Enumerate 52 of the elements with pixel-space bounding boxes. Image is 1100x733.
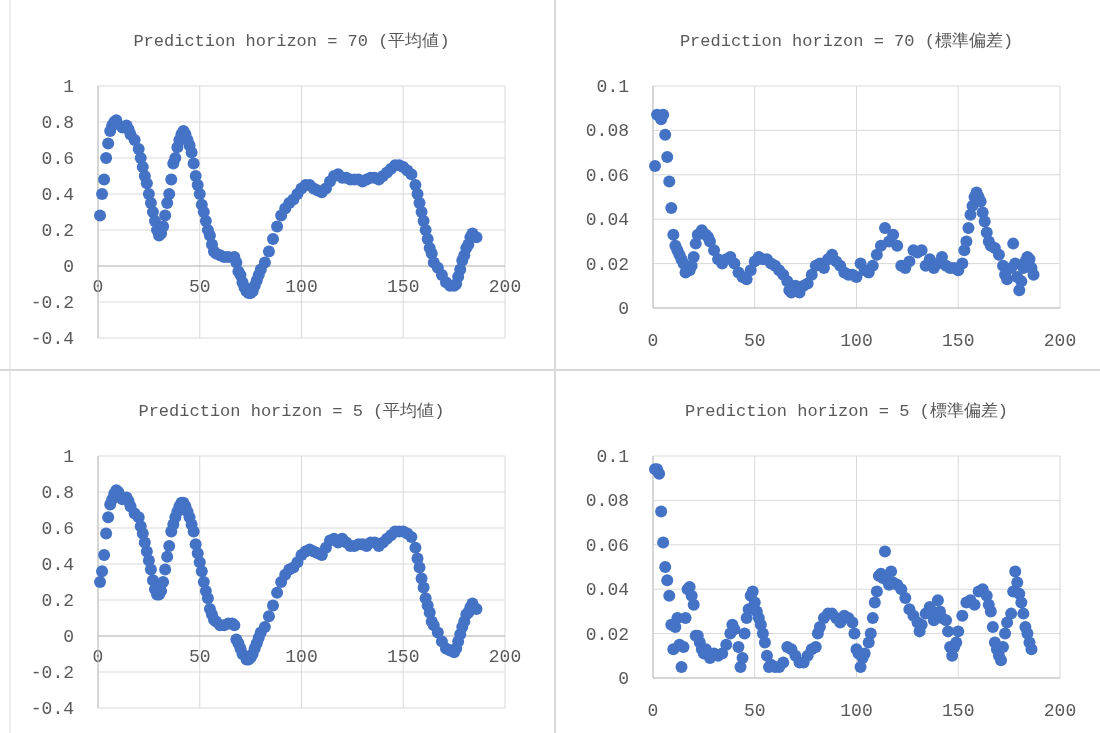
x-tick-label: 0: [647, 331, 659, 351]
y-tick-label: 0.08: [585, 121, 629, 142]
x-tick-label: 0: [92, 277, 104, 297]
x-tick-label: 0: [647, 701, 659, 721]
y-tick-label: 0: [618, 299, 629, 319]
y-tick-label: 0.04: [585, 210, 629, 231]
chart-title: Prediction horizon = 70 (標準偏差): [679, 32, 1014, 51]
y-tick-label: -0.2: [30, 663, 74, 683]
x-tick-label: 50: [188, 277, 211, 297]
y-tick-label: 1: [63, 77, 74, 97]
y-tick-label: 0.8: [41, 483, 74, 503]
x-tick-label: 50: [743, 701, 766, 721]
y-tick-label: 0: [63, 627, 74, 647]
x-tick-label: 200: [488, 647, 522, 667]
x-tick-label: 50: [188, 647, 211, 667]
y-tick-label: 0.1: [596, 77, 629, 97]
y-tick-label: 0.06: [585, 535, 629, 556]
x-tick-label: 100: [285, 277, 318, 297]
y-tick-label: -0.4: [30, 329, 74, 349]
x-tick-label: 50: [743, 331, 766, 351]
x-tick-label: 100: [840, 701, 873, 721]
chart-title: Prediction horizon = 5 (平均値): [138, 402, 445, 421]
x-tick-label: 150: [387, 277, 420, 297]
y-tick-label: 0.06: [585, 165, 629, 186]
y-tick-label: 0.6: [41, 149, 74, 169]
y-tick-label: 0.2: [41, 221, 74, 241]
y-tick-label: 0: [618, 669, 629, 689]
y-tick-label: 0.02: [585, 254, 629, 275]
y-tick-label: -0.2: [30, 293, 74, 313]
y-tick-label: 0.8: [41, 113, 74, 133]
y-tick-label: 0.02: [585, 624, 629, 645]
y-tick-label: 0.08: [585, 491, 629, 512]
y-tick-label: 0.1: [596, 447, 629, 467]
x-tick-label: 200: [1043, 701, 1077, 721]
chart-title: Prediction horizon = 70 (平均値): [133, 32, 450, 51]
y-tick-label: -0.4: [30, 699, 74, 719]
x-tick-label: 200: [1043, 331, 1077, 351]
y-tick-label: 0: [63, 257, 74, 277]
y-tick-label: 0.4: [41, 185, 74, 205]
chart-title: Prediction horizon = 5 (標準偏差): [684, 402, 1009, 421]
y-tick-label: 0.04: [585, 580, 629, 601]
x-tick-label: 150: [942, 331, 975, 351]
x-tick-label: 150: [942, 701, 975, 721]
y-tick-label: 0.4: [41, 555, 74, 575]
y-tick-label: 0.2: [41, 591, 74, 611]
x-tick-label: 100: [840, 331, 873, 351]
x-tick-label: 200: [488, 277, 522, 297]
y-tick-label: 0.6: [41, 519, 74, 539]
y-tick-label: 1: [63, 447, 74, 467]
x-tick-label: 100: [285, 647, 318, 667]
x-tick-label: 150: [387, 647, 420, 667]
x-tick-label: 0: [92, 647, 104, 667]
